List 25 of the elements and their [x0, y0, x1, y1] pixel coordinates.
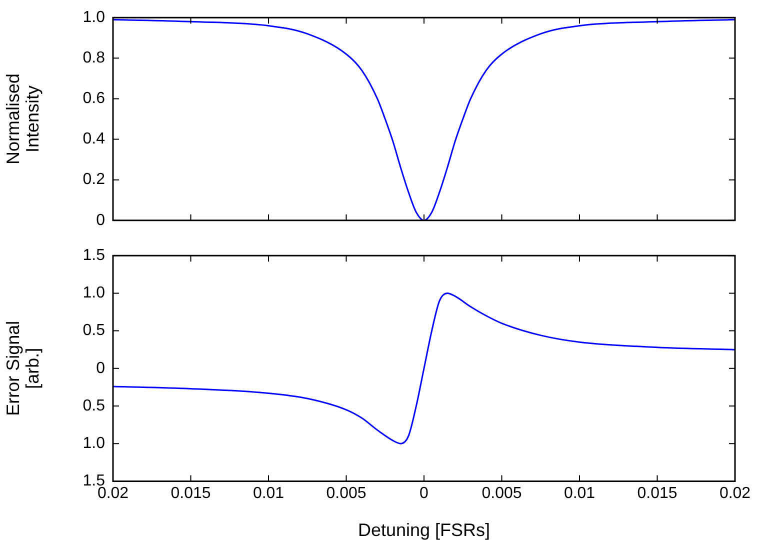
y-tick-label: 0.8: [82, 50, 106, 67]
y-tick-label: 0.5: [82, 397, 106, 414]
y-tick-label: 1.5: [82, 247, 106, 264]
x-tick-label: 0.01: [252, 485, 284, 502]
y-tick-label: 0.4: [82, 130, 106, 148]
x-axis-title: Detuning [FSRs]: [358, 520, 490, 540]
x-tick-label: 0.015: [170, 485, 211, 502]
y-tick-label: 0.6: [82, 90, 106, 108]
y-tick-label: 1.0: [82, 284, 106, 302]
x-tick-label: 0.01: [564, 485, 596, 502]
x-tick-label: 0.015: [637, 485, 678, 502]
line-series: [113, 292, 735, 444]
x-tick-label: 0.005: [482, 485, 522, 502]
x-tick-label: 0.02: [719, 485, 751, 502]
x-tick-label: 0: [420, 485, 429, 502]
y-tick-label: 0.5: [82, 322, 106, 340]
y-tick-label: 1.0: [82, 435, 106, 452]
line-series: [113, 18, 735, 220]
y-tick-label: 0: [96, 212, 106, 229]
y-axis-title: Error Signal [arb.]: [2, 320, 43, 416]
x-tick-label: 0.005: [326, 485, 366, 502]
y-tick-label: 1.0: [82, 9, 106, 26]
y-tick-label: 0: [96, 360, 106, 377]
y-axis-title: Normalised Intensity: [2, 73, 43, 165]
y-tick-label: 0.2: [82, 171, 106, 188]
